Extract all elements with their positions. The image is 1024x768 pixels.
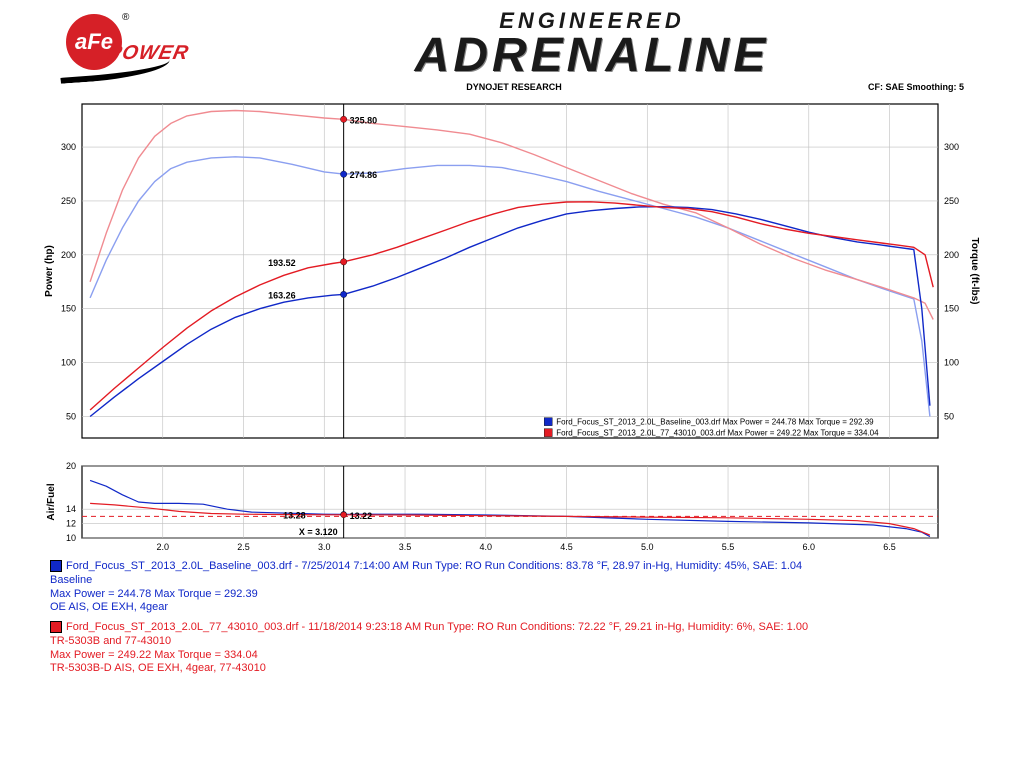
svg-text:100: 100 <box>944 358 959 368</box>
chart-title: DYNOJET RESEARCH <box>160 82 868 92</box>
svg-text:4.0: 4.0 <box>480 542 493 552</box>
svg-text:12: 12 <box>66 519 76 529</box>
header: aFe ® POWER ENGINEERED ADRENALINE <box>0 0 1024 82</box>
svg-text:150: 150 <box>61 304 76 314</box>
svg-text:5.0: 5.0 <box>641 542 654 552</box>
run-entry: Ford_Focus_ST_2013_2.0L_77_43010_003.drf… <box>50 621 974 676</box>
chart-smoothing: CF: SAE Smoothing: 5 <box>868 82 964 92</box>
svg-text:200: 200 <box>61 250 76 260</box>
svg-text:3.5: 3.5 <box>399 542 412 552</box>
run-info-footer: Ford_Focus_ST_2013_2.0L_Baseline_003.drf… <box>0 554 1024 676</box>
svg-text:6.5: 6.5 <box>883 542 896 552</box>
svg-text:250: 250 <box>944 196 959 206</box>
svg-text:250: 250 <box>61 196 76 206</box>
svg-text:50: 50 <box>66 411 76 421</box>
svg-text:Power (hp): Power (hp) <box>44 245 55 297</box>
svg-text:300: 300 <box>61 142 76 152</box>
afe-logo: aFe ® POWER <box>60 8 200 78</box>
run-entry: Ford_Focus_ST_2013_2.0L_Baseline_003.drf… <box>50 560 974 615</box>
svg-text:Air/Fuel: Air/Fuel <box>46 483 57 520</box>
svg-text:13.22: 13.22 <box>350 511 373 521</box>
svg-text:14: 14 <box>66 504 76 514</box>
chart-header: DYNOJET RESEARCH CF: SAE Smoothing: 5 <box>0 82 1024 92</box>
svg-text:2.5: 2.5 <box>237 542 250 552</box>
svg-text:274.86: 274.86 <box>350 170 378 180</box>
svg-text:13.28: 13.28 <box>283 510 306 520</box>
svg-text:Ford_Focus_ST_2013_2.0L_Baseli: Ford_Focus_ST_2013_2.0L_Baseline_003.drf… <box>556 418 874 427</box>
title-block: ENGINEERED ADRENALINE <box>220 8 964 77</box>
svg-text:163.26: 163.26 <box>268 290 296 300</box>
svg-text:2.0: 2.0 <box>156 542 169 552</box>
svg-text:Ford_Focus_ST_2013_2.0L_77_430: Ford_Focus_ST_2013_2.0L_77_43010_003.drf… <box>556 429 879 438</box>
title-bottom: ADRENALINE <box>220 34 964 77</box>
svg-text:325.80: 325.80 <box>350 115 378 125</box>
svg-text:50: 50 <box>944 411 954 421</box>
svg-text:Torque (ft-lbs): Torque (ft-lbs) <box>969 237 980 304</box>
svg-text:X = 3.120: X = 3.120 <box>299 527 338 537</box>
svg-text:100: 100 <box>61 358 76 368</box>
svg-text:3.0: 3.0 <box>318 542 331 552</box>
svg-text:150: 150 <box>944 304 959 314</box>
svg-text:20: 20 <box>66 461 76 471</box>
svg-text:6.0: 6.0 <box>803 542 816 552</box>
dyno-chart: 50 50 100 100 150 150 200 200 250 250 300 300 Power … <box>40 94 1004 554</box>
svg-text:200: 200 <box>944 250 959 260</box>
svg-text:4.5: 4.5 <box>560 542 573 552</box>
svg-text:10: 10 <box>66 533 76 543</box>
svg-text:300: 300 <box>944 142 959 152</box>
svg-text:193.52: 193.52 <box>268 258 296 268</box>
svg-text:5.5: 5.5 <box>722 542 735 552</box>
